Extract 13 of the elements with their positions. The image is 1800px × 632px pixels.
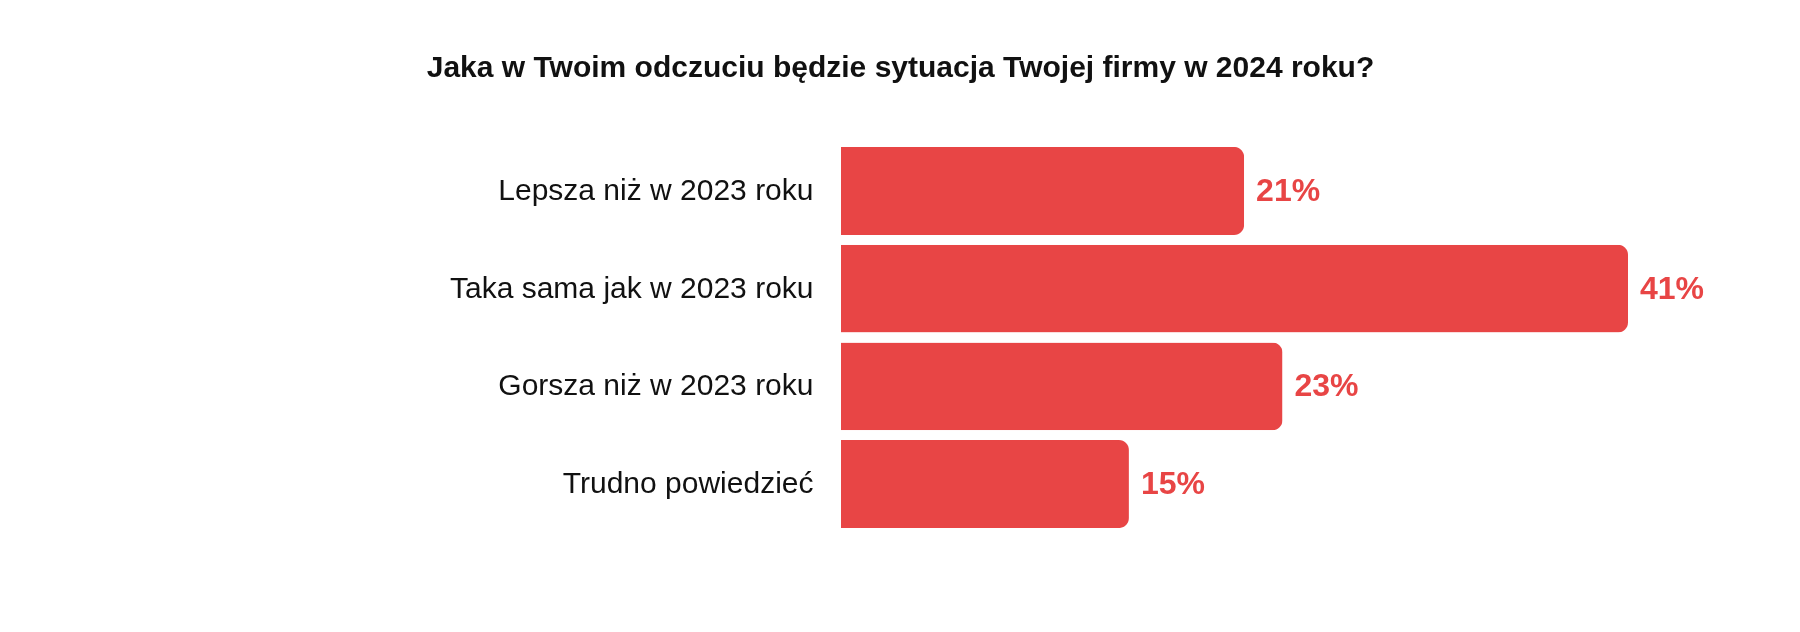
y-tick-label: Lepsza niż w 2023 roku <box>498 172 814 206</box>
data-label: 41% <box>1640 269 1705 306</box>
bar <box>841 342 1283 431</box>
y-tick-label: Taka sama jak w 2023 roku <box>449 270 814 304</box>
data-label: 23% <box>1294 367 1359 404</box>
y-tick-label: Trudno powiedzieć <box>562 466 814 500</box>
bar <box>841 146 1245 235</box>
y-tick-label: Gorsza niż w 2023 roku <box>498 368 814 402</box>
data-label: 15% <box>1140 465 1205 502</box>
chart-title: Jaka w Twoim odczuciu będzie sytuacja Twojej firmy w 2024 roku? <box>426 50 1375 83</box>
data-label: 21% <box>1256 171 1321 208</box>
bar <box>841 244 1628 333</box>
bar <box>841 440 1129 529</box>
